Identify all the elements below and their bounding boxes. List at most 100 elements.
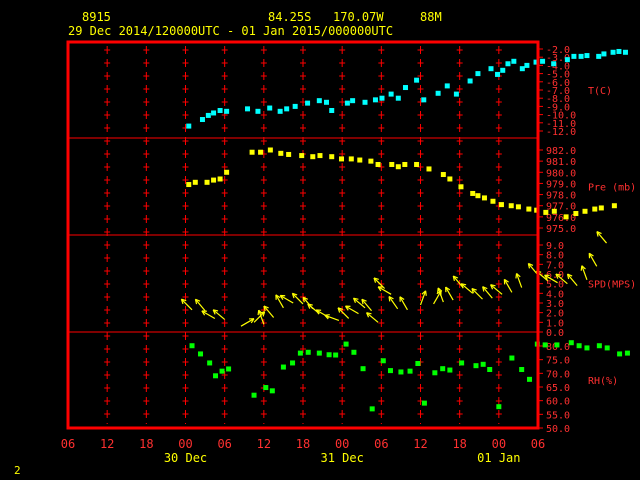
- wind-arrow: [555, 273, 568, 285]
- temperature-point: [511, 58, 517, 64]
- wind-arrow: [482, 286, 493, 299]
- wind-arrow-head: [324, 314, 329, 320]
- wind-arrow-head: [194, 299, 198, 305]
- humidity-point: [351, 349, 357, 355]
- wind-arrow-head: [516, 272, 521, 278]
- wind-arrow-head: [437, 287, 439, 293]
- wind-arrow-head: [471, 287, 477, 291]
- temperature-point: [372, 97, 378, 103]
- x-tick-label: 00: [178, 437, 192, 451]
- wind-arrow-head: [388, 296, 391, 302]
- wind-arrow: [399, 296, 408, 311]
- y-tick-label: 982.0: [546, 146, 576, 157]
- wind-arrow-head: [373, 277, 377, 283]
- wind-arrow-head: [377, 286, 382, 292]
- wind-arrow-head: [212, 309, 216, 315]
- humidity-point: [421, 400, 427, 406]
- wind-arrow-head: [344, 305, 349, 311]
- y-tick-label: 979.0: [546, 179, 576, 190]
- temperature-point: [211, 110, 217, 116]
- wind-arrow: [253, 311, 266, 323]
- wind-arrow-head: [452, 275, 455, 282]
- temperature-point: [402, 85, 408, 91]
- y-tick-label: 60.0: [546, 397, 570, 408]
- temperature-point: [414, 77, 420, 83]
- pressure-point: [217, 176, 223, 182]
- humidity-point: [604, 345, 610, 351]
- wind-arrow-head: [471, 288, 475, 294]
- wind-arrow-head: [307, 303, 313, 306]
- temperature-point: [610, 49, 616, 55]
- temperature-point: [622, 49, 628, 55]
- wind-arrow: [201, 310, 216, 319]
- humidity-point: [576, 343, 582, 349]
- pressure-point: [317, 153, 323, 159]
- temperature-point: [540, 58, 546, 64]
- wind-arrow-head: [352, 297, 357, 304]
- pressure-point: [563, 214, 569, 220]
- x-tick-label: 12: [257, 437, 271, 451]
- wind-arrow: [581, 265, 588, 281]
- x-tick-label: 06: [374, 437, 388, 451]
- temperature-point: [344, 100, 350, 106]
- temperature-point: [199, 117, 205, 123]
- wind-arrow-head: [213, 309, 219, 312]
- station-id: 8915: [82, 10, 111, 24]
- wind-arrow-head: [388, 295, 394, 300]
- humidity-point: [447, 367, 453, 373]
- humidity-point: [473, 363, 479, 369]
- humidity-point: [487, 367, 493, 373]
- wind-arrow: [503, 279, 513, 293]
- wind-arrow-head: [596, 231, 602, 235]
- wind-arrow-head: [262, 311, 266, 317]
- wind-arrow-head: [259, 311, 265, 314]
- temperature-point: [421, 97, 427, 103]
- x-tick-label: 12: [100, 437, 114, 451]
- y-tick-label: -4.0: [546, 61, 570, 72]
- wind-arrow-head: [566, 273, 570, 280]
- wind-arrow: [588, 252, 598, 267]
- pressure-point: [551, 208, 557, 214]
- temperature-point: [488, 66, 494, 72]
- y-tick-label: -11.0: [546, 119, 576, 130]
- temperature-point: [388, 91, 394, 97]
- y-tick-label: -2.0: [546, 45, 570, 56]
- y-tick-label: 0.0: [546, 328, 564, 339]
- wind-arrow: [291, 292, 304, 305]
- wind-arrow-head: [527, 263, 531, 269]
- temperature-point: [444, 83, 450, 89]
- wind-arrow: [275, 294, 284, 309]
- humidity-point: [263, 385, 269, 391]
- temperature-point: [205, 112, 211, 118]
- y-tick-label: -5.0: [546, 70, 570, 81]
- y-tick-label: 8.0: [546, 251, 564, 262]
- humidity-point: [440, 366, 446, 372]
- humidity-point: [584, 345, 590, 351]
- temperature-point: [533, 59, 539, 65]
- wind-arrow-head: [302, 297, 305, 303]
- pressure-point: [543, 209, 549, 215]
- pressure-point: [458, 184, 464, 190]
- wind-arrow: [460, 283, 474, 294]
- humidity-point: [251, 392, 257, 398]
- x-tick-label: 06: [217, 437, 231, 451]
- panel-label-humidity: RH(%): [588, 376, 618, 387]
- wind-arrow: [452, 275, 464, 288]
- humidity-point: [596, 343, 602, 349]
- wind-arrow-head: [445, 286, 451, 291]
- plot-layer: 06 12 18 00 06 12 18 00 06 12 18 00 06 30 Dec 31 Dec 01…: [61, 40, 636, 465]
- humidity-point: [617, 351, 623, 357]
- pressure-point: [211, 177, 217, 183]
- pressure-point: [186, 182, 192, 188]
- wind-arrow: [437, 287, 444, 303]
- wind-arrow: [471, 288, 483, 300]
- humidity-point: [316, 350, 322, 356]
- wind-arrow-head: [490, 284, 494, 290]
- humidity-point: [189, 343, 195, 349]
- y-tick-label: 55.0: [546, 410, 570, 421]
- humidity-point: [496, 404, 502, 410]
- wind-arrow: [490, 284, 503, 295]
- wind-arrow-head: [250, 318, 255, 324]
- wind-arrow-head: [528, 262, 534, 266]
